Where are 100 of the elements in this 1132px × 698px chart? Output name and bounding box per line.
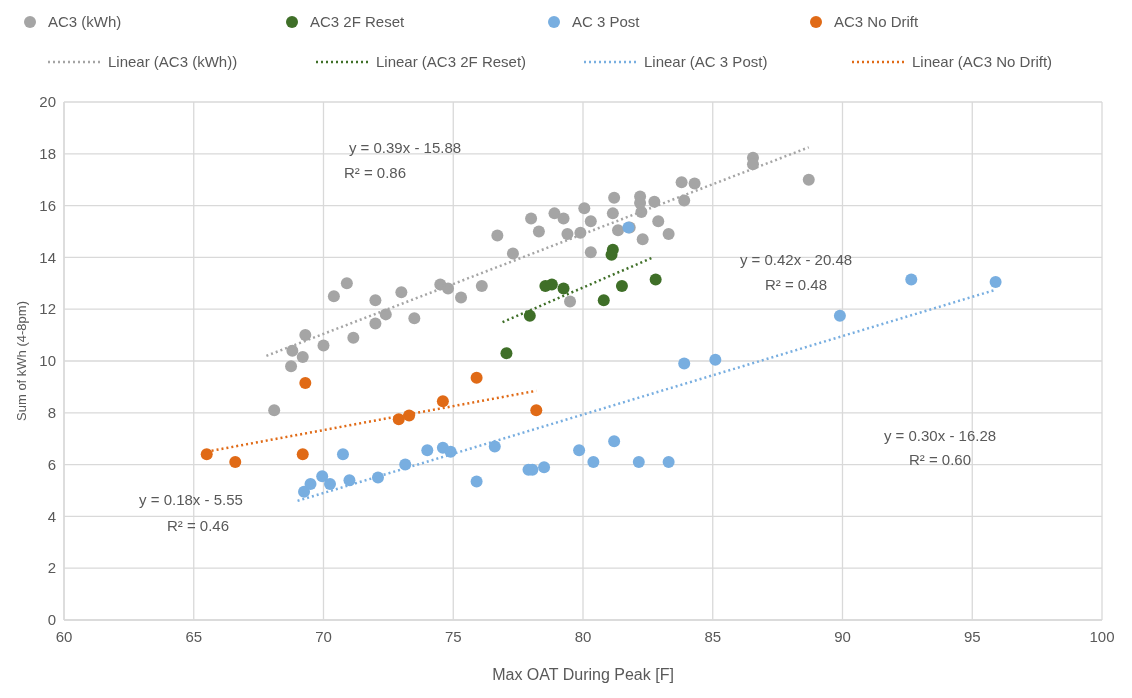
y-tick-label: 12 [39,300,56,318]
point [347,331,360,344]
legend-label: AC3 (kWh) [48,13,122,31]
point [597,294,610,307]
x-tick-label: 90 [834,628,851,645]
point [557,282,570,295]
point [584,246,597,259]
x-tick-label: 60 [55,628,73,645]
legend-label: Linear (AC3 No Drift) [912,53,1053,71]
point [675,176,688,189]
point [564,295,577,308]
y-tick-label: 18 [39,145,56,163]
y-tick-label: 4 [47,507,56,525]
point [688,177,701,190]
point [421,444,434,457]
annotation: y = 0.42x - 20.48 [739,251,853,269]
y-tick-label: 2 [47,559,56,577]
point [678,194,691,207]
point [632,456,645,469]
point [268,404,281,417]
y-tick-label: 0 [47,611,56,629]
point [662,456,675,469]
x-tick-label: 75 [444,628,462,645]
point [327,290,340,303]
x-tick-label: 95 [963,628,981,645]
point [395,286,408,299]
point [612,224,625,237]
point [475,279,488,292]
point [285,360,298,373]
point [488,440,501,453]
point [561,228,574,241]
point [299,377,312,390]
point [317,339,330,352]
point [548,207,561,220]
y-tick-label: 20 [39,93,56,111]
point [532,225,545,238]
y-tick-label: 8 [47,404,56,422]
legend-label: Linear (AC3 2F Reset) [376,53,527,71]
point [649,273,662,286]
point [802,173,815,186]
annotation: R² = 0.46 [166,517,230,535]
point [336,448,349,461]
point [557,212,570,225]
legend-label: AC3 No Drift [834,13,920,31]
annotation: y = 0.30x - 16.28 [883,427,997,445]
point [379,308,392,321]
point [455,291,468,304]
point [538,461,551,474]
point [392,413,405,426]
point [470,371,483,384]
annotation: R² = 0.86 [343,164,407,182]
point [200,448,213,461]
point [578,202,591,215]
point [408,312,421,325]
point [296,448,309,461]
y-tick-label: 14 [39,248,56,266]
point [286,344,299,357]
point [584,215,597,228]
point [369,317,382,330]
point [304,478,317,491]
x-tick-label: 100 [1089,628,1115,645]
point [506,247,519,260]
point [343,474,356,487]
point [606,207,619,220]
annotation: y = 0.18x - 5.55 [139,491,243,509]
x-tick-label: 80 [574,628,592,645]
point [298,485,311,498]
y-tick-label: 16 [39,196,56,214]
point [662,228,675,241]
point [436,395,449,408]
x-axis-title: Max OAT During Peak [F] [492,666,674,683]
annotation: R² = 0.48 [764,276,828,294]
y-tick-label: 10 [39,352,56,370]
point [615,279,628,292]
annotation: y = 0.39x - 15.88 [348,139,462,157]
y-axis-title: Sum of kWh (4-8pm) [14,301,29,421]
point [636,233,649,246]
point [316,470,329,483]
point [491,229,504,242]
point [652,215,665,228]
point [229,456,242,469]
x-tick-label: 85 [704,628,722,645]
point [523,309,536,322]
point [369,294,382,307]
point [833,309,846,322]
point [709,353,722,366]
point [323,478,336,491]
x-tick-label: 65 [185,628,203,645]
point [296,351,309,364]
legend-label: Linear (AC 3 Post) [644,53,768,71]
point [989,276,1002,289]
point [525,212,538,225]
point [905,273,918,286]
point [470,475,483,488]
point [608,435,621,448]
point [340,277,353,290]
legend-label: AC3 2F Reset [310,13,406,31]
point [587,456,600,469]
y-tick-label: 6 [47,455,56,473]
point [299,329,312,342]
